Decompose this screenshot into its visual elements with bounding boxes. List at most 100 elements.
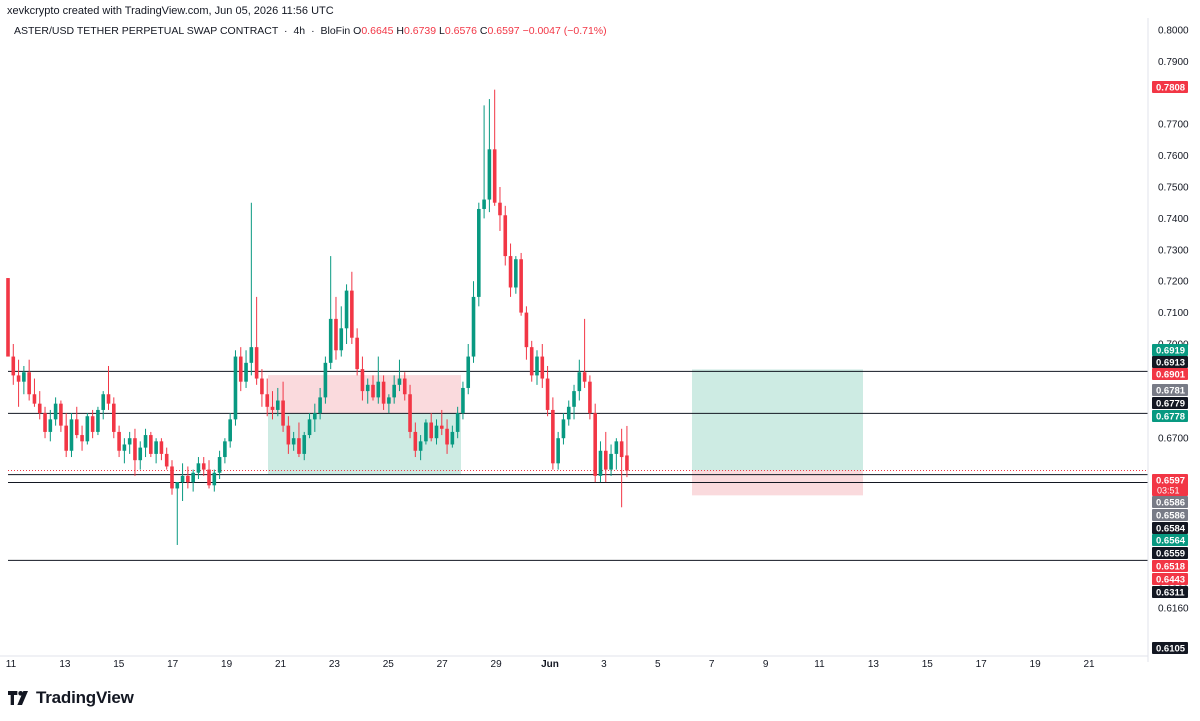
candle-body[interactable] — [154, 441, 158, 454]
candle-body[interactable] — [445, 428, 449, 445]
candle-body[interactable] — [566, 406, 571, 420]
candle-body[interactable] — [328, 318, 333, 363]
candle-body[interactable] — [334, 318, 338, 351]
symbol-interval[interactable]: 4h — [293, 25, 306, 37]
candle-body[interactable] — [514, 259, 518, 288]
candle-body[interactable] — [588, 381, 592, 414]
symbol-name[interactable]: ASTER/USD TETHER PERPETUAL SWAP CONTRACT — [14, 25, 279, 37]
candle-body[interactable] — [503, 215, 508, 257]
candle-body[interactable] — [122, 444, 127, 451]
candle-body[interactable] — [180, 475, 185, 483]
candle-body[interactable] — [625, 455, 629, 471]
candle-body[interactable] — [85, 416, 90, 442]
candle-body[interactable] — [371, 384, 375, 398]
candle-body[interactable] — [96, 409, 100, 432]
candle-body[interactable] — [207, 469, 211, 486]
candle-body[interactable] — [143, 435, 148, 448]
candle-body[interactable] — [413, 431, 418, 451]
candle-body[interactable] — [603, 450, 608, 470]
candle-body[interactable] — [43, 413, 47, 432]
candle-body[interactable] — [201, 463, 206, 470]
candle-body[interactable] — [556, 438, 560, 464]
candle-body[interactable] — [307, 419, 312, 436]
candle-body[interactable] — [64, 425, 68, 451]
candle-body[interactable] — [313, 413, 317, 420]
candle-body[interactable] — [249, 347, 254, 363]
candle-body[interactable] — [170, 466, 174, 489]
candle-body[interactable] — [535, 356, 539, 376]
candle-body[interactable] — [397, 378, 402, 385]
candle-body[interactable] — [609, 453, 613, 470]
candle-body[interactable] — [16, 375, 21, 382]
candle-body[interactable] — [418, 441, 423, 451]
candle-body[interactable] — [508, 256, 513, 288]
position-target-zone[interactable] — [692, 369, 863, 471]
candle-body[interactable] — [387, 397, 391, 404]
candle-body[interactable] — [286, 425, 291, 445]
candle-body[interactable] — [360, 369, 365, 392]
candle-body[interactable] — [127, 438, 132, 445]
candle-body[interactable] — [424, 422, 428, 442]
candle-body[interactable] — [217, 457, 222, 473]
candle-body[interactable] — [37, 403, 42, 414]
candle-body[interactable] — [6, 278, 10, 357]
candle-body[interactable] — [482, 199, 486, 209]
candle-body[interactable] — [355, 337, 359, 370]
candle-body[interactable] — [27, 372, 31, 395]
candle-body[interactable] — [439, 425, 444, 429]
candle-body[interactable] — [254, 347, 259, 379]
candle-body[interactable] — [74, 419, 79, 436]
candle-body[interactable] — [487, 149, 492, 200]
candle-body[interactable] — [339, 328, 344, 351]
candle-body[interactable] — [408, 394, 412, 432]
candle-body[interactable] — [434, 425, 439, 439]
candle-body[interactable] — [48, 419, 53, 432]
candle-body[interactable] — [32, 394, 37, 404]
candle-body[interactable] — [22, 372, 26, 382]
candle-body[interactable] — [212, 472, 217, 486]
candle-body[interactable] — [392, 384, 396, 398]
candle-body[interactable] — [275, 400, 280, 410]
candle-body[interactable] — [519, 259, 523, 313]
candle-body[interactable] — [270, 406, 275, 410]
candle-body[interactable] — [492, 149, 497, 203]
candle-body[interactable] — [159, 441, 164, 454]
candle-body[interactable] — [265, 394, 270, 407]
candle-body[interactable] — [466, 356, 471, 388]
candle-body[interactable] — [186, 475, 190, 483]
candle-body[interactable] — [133, 438, 137, 461]
candle-body[interactable] — [376, 381, 381, 398]
tradingview-logo[interactable]: TradingView — [8, 688, 134, 708]
candle-body[interactable] — [138, 447, 143, 461]
candle-body[interactable] — [540, 356, 545, 379]
candle-body[interactable] — [196, 463, 201, 473]
position-target-zone[interactable] — [268, 375, 461, 414]
candle-body[interactable] — [365, 384, 370, 392]
candle-body[interactable] — [323, 362, 328, 398]
candle-body[interactable] — [545, 378, 550, 410]
candle-body[interactable] — [80, 435, 84, 442]
candle-body[interactable] — [572, 391, 576, 407]
candle-body[interactable] — [106, 394, 111, 404]
candle-body[interactable] — [223, 441, 227, 458]
candle-body[interactable] — [112, 403, 116, 432]
candle-body[interactable] — [318, 397, 322, 414]
candle-body[interactable] — [582, 372, 587, 382]
candle-body[interactable] — [524, 312, 529, 348]
candle-body[interactable] — [619, 441, 624, 458]
candle-body[interactable] — [69, 419, 74, 451]
candle-body[interactable] — [561, 419, 566, 439]
candle-body[interactable] — [175, 482, 180, 489]
candle-body[interactable] — [233, 356, 238, 420]
candle-body[interactable] — [238, 356, 243, 382]
candle-body[interactable] — [402, 378, 407, 395]
candle-body[interactable] — [614, 441, 619, 454]
candle-body[interactable] — [455, 413, 460, 432]
candle-body[interactable] — [149, 435, 153, 454]
candle-body[interactable] — [228, 419, 232, 442]
candle-body[interactable] — [244, 362, 248, 382]
candle-body[interactable] — [117, 431, 121, 451]
candle-body[interactable] — [477, 208, 481, 297]
candle-body[interactable] — [164, 453, 169, 467]
